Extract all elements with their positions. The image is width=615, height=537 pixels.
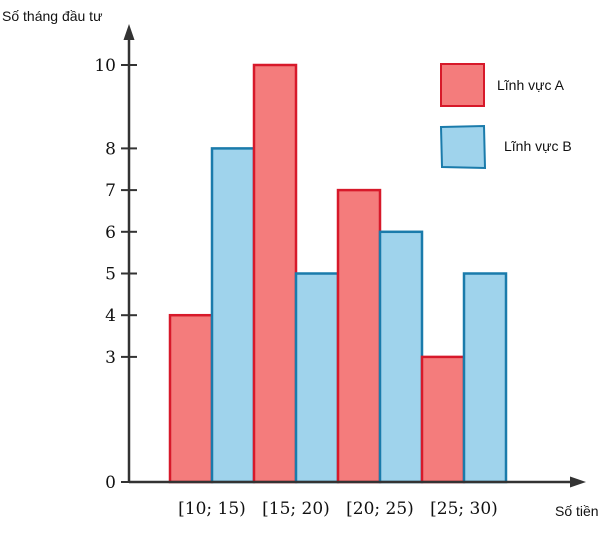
y-tick-label: 0: [105, 473, 116, 493]
legend-swatch-a: [440, 63, 485, 107]
x-tick-label: [25; 30): [430, 499, 498, 519]
bars-group: [168, 63, 508, 484]
y-tick-label: 10: [94, 56, 116, 76]
bar-a-2: [252, 63, 298, 484]
y-axis-arrow: [123, 24, 135, 40]
y-tick-label: 8: [105, 139, 116, 159]
y-tick-label: 4: [105, 306, 116, 326]
x-ticks-group: [10; 15) [15; 20) [20; 25) [25; 30): [178, 499, 498, 519]
bar-a-3: [336, 188, 382, 484]
bar-a-1: [168, 313, 214, 484]
x-tick-label: [15; 20): [262, 499, 330, 519]
legend-swatch-b: [439, 124, 487, 170]
axes-group: [123, 24, 586, 488]
bar-b-4: [462, 272, 508, 484]
x-axis-title: Số tiền: [555, 503, 599, 519]
bar-b-2: [294, 272, 340, 484]
y-tick-label: 3: [105, 348, 116, 368]
legend: Lĩnh vực A Lĩnh vực B: [439, 63, 572, 170]
bar-b-3: [378, 230, 424, 484]
x-tick-label: [20; 25): [346, 499, 414, 519]
y-tick-label: 5: [105, 265, 116, 285]
bar-a-4: [420, 355, 466, 484]
y-tick-label: 6: [105, 223, 116, 243]
legend-label-b: Lĩnh vực B: [504, 138, 572, 154]
legend-label-a: Lĩnh vực A: [497, 77, 565, 93]
y-tick-label: 7: [105, 181, 116, 201]
bar-b-1: [210, 147, 256, 484]
y-axis-title: Số tháng đầu tư: [2, 8, 102, 24]
y-ticks-group: 0 3 4 5 6 7 8 10: [94, 56, 137, 493]
x-axis-arrow: [570, 476, 586, 488]
x-tick-label: [10; 15): [178, 499, 246, 519]
